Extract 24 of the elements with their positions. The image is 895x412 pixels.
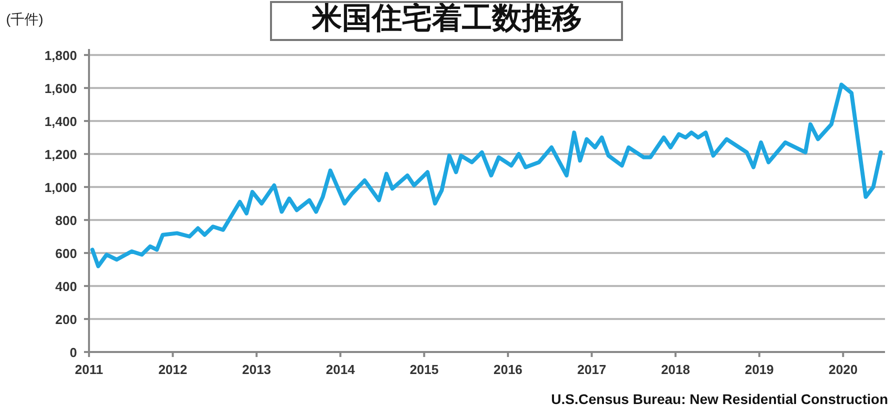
x-tick-label: 2014 — [326, 362, 356, 377]
chart-title: 米国住宅着工数推移 — [311, 1, 582, 35]
x-tick-label: 2013 — [242, 362, 272, 377]
y-tick-label: 400 — [55, 279, 77, 294]
y-tick-label: 1,800 — [44, 48, 77, 63]
y-tick-label: 1,600 — [44, 81, 77, 96]
x-tick-label: 2020 — [828, 362, 858, 377]
y-tick-label: 1,400 — [44, 114, 77, 129]
x-tick-label: 2015 — [410, 362, 439, 377]
x-tick-label: 2016 — [493, 362, 522, 377]
y-tick-label: 600 — [55, 246, 77, 261]
x-tick-label: 2018 — [661, 362, 690, 377]
x-tick-label: 2012 — [158, 362, 188, 377]
y-tick-label: 1,200 — [44, 147, 77, 162]
x-tick-label: 2011 — [74, 362, 104, 377]
y-tick-label: 800 — [55, 213, 77, 228]
y-tick-label: 200 — [55, 312, 77, 327]
x-tick-label: 2017 — [577, 362, 606, 377]
x-tick-label: 2019 — [744, 362, 774, 377]
line-series — [90, 82, 883, 268]
y-axis-title: (千件) — [6, 11, 44, 27]
y-tick-label: 1,000 — [44, 180, 77, 195]
text: U.S.Census Bureau: New Residential Construction — [551, 391, 888, 407]
y-tick-label: 0 — [70, 345, 77, 360]
